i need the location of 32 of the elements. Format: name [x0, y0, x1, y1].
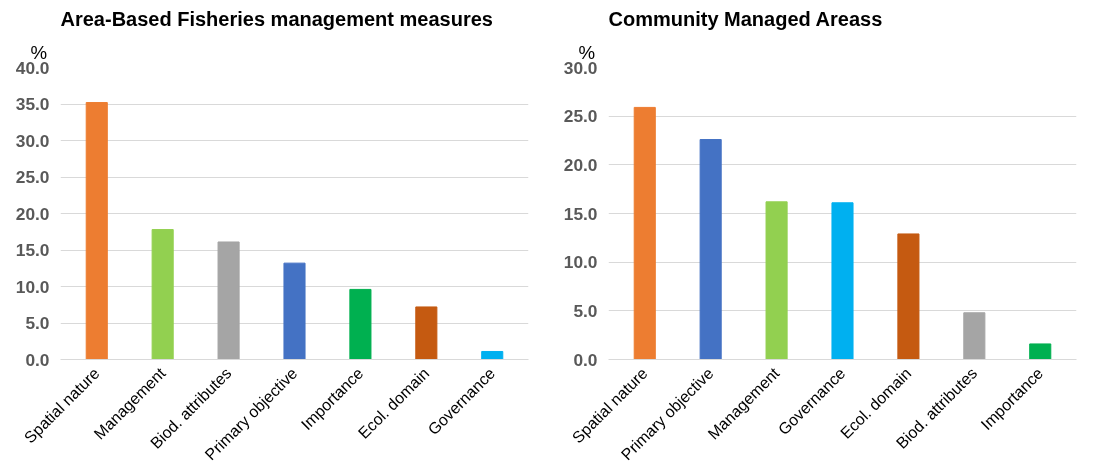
y-tick-label: 15.0 [563, 203, 598, 224]
y-tick-label: 5.0 [573, 300, 598, 321]
y-tick-label: 30.0 [15, 130, 50, 151]
bar [765, 201, 788, 360]
chart-title: Community Managed Areass [608, 7, 883, 30]
bar [349, 288, 372, 360]
y-axis-title: % [578, 41, 596, 63]
bar [481, 350, 504, 360]
bar [699, 139, 722, 360]
y-tick-label: 25.0 [563, 106, 598, 127]
y-tick-label: 20.0 [563, 154, 598, 175]
bar [151, 229, 174, 360]
bar [831, 202, 854, 360]
y-tick-label: 15.0 [15, 240, 50, 260]
y-axis-title: % [30, 41, 48, 63]
chart-title: Area-Based Fisheries management measures [60, 7, 493, 30]
bar [897, 233, 920, 360]
y-tick-label: 10.0 [563, 252, 598, 273]
bar [415, 306, 438, 360]
bar [85, 102, 108, 360]
bar [283, 262, 306, 360]
y-tick-label: 10.0 [15, 276, 50, 297]
bar [1029, 343, 1052, 360]
bar [633, 106, 656, 360]
y-tick-label: 25.0 [15, 167, 50, 187]
y-tick-label: 20.0 [15, 203, 50, 224]
y-tick-label: 0.0 [25, 349, 50, 370]
bar [963, 312, 986, 360]
y-tick-label: 0.0 [573, 349, 598, 370]
y-tick-label: 5.0 [25, 313, 50, 333]
y-tick-label: 35.0 [15, 94, 50, 114]
bar [217, 241, 240, 360]
